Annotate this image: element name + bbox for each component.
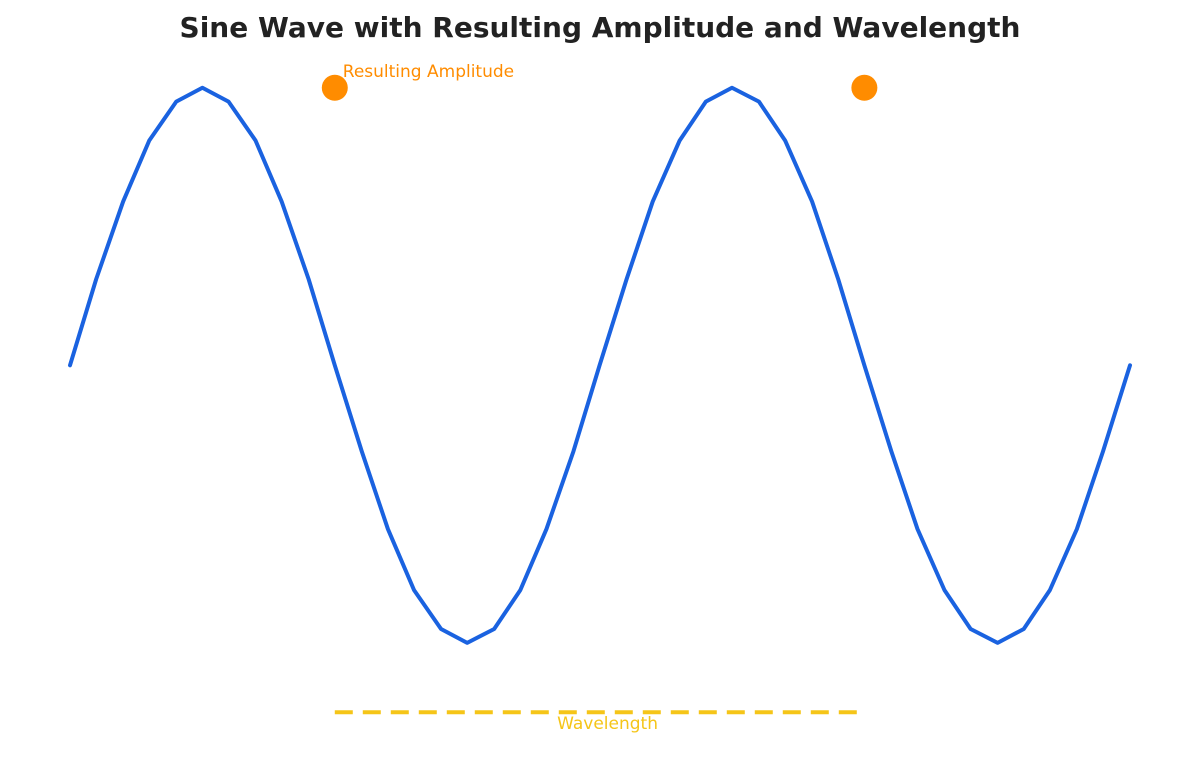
chart-title: Sine Wave with Resulting Amplitude and W…: [180, 11, 1021, 44]
amplitude-label: Resulting Amplitude: [343, 62, 514, 82]
sine-line: [68, 85, 1132, 645]
amplitude-point: [851, 74, 878, 101]
wavelength-label: Wavelength: [557, 714, 658, 734]
amplitude-point: [321, 74, 348, 101]
